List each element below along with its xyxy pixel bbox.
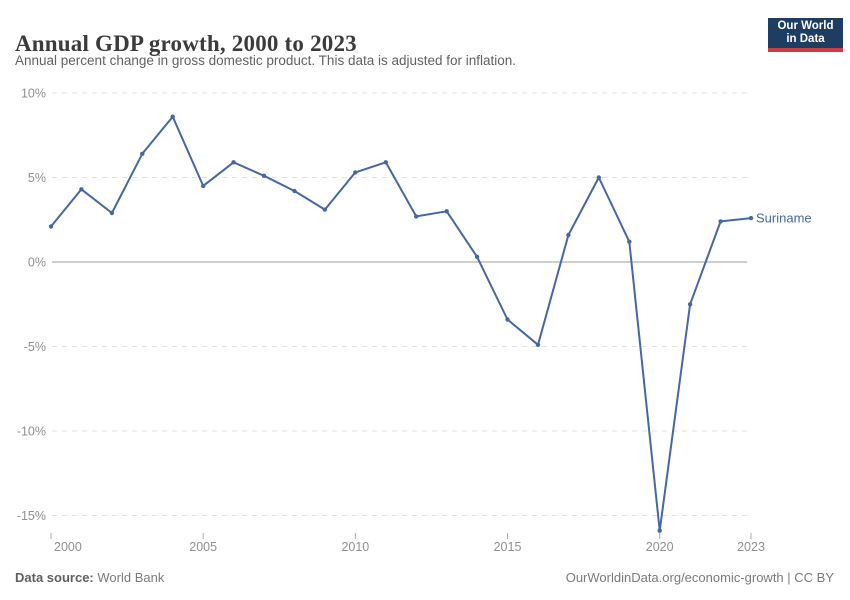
data-point[interactable] xyxy=(687,302,693,307)
y-tick-label: -15% xyxy=(17,509,46,523)
chart-subtitle: Annual percent change in gross domestic … xyxy=(15,53,517,68)
y-tick-label: 5% xyxy=(28,171,46,185)
x-tick-label: 2020 xyxy=(646,540,674,554)
data-point[interactable] xyxy=(353,170,358,175)
entity-label[interactable]: Suriname xyxy=(756,211,812,226)
data-point[interactable] xyxy=(444,209,449,214)
data-point[interactable] xyxy=(201,183,206,189)
x-tick-label: 2023 xyxy=(737,540,765,554)
data-point[interactable] xyxy=(566,232,571,238)
y-tick-label: -10% xyxy=(17,425,46,439)
data-point[interactable] xyxy=(535,342,541,347)
data-point[interactable] xyxy=(48,224,54,229)
data-line[interactable] xyxy=(50,115,752,532)
data-point[interactable] xyxy=(627,239,632,244)
data-point[interactable] xyxy=(718,219,723,224)
data-point[interactable] xyxy=(657,528,662,533)
data-point[interactable] xyxy=(170,114,175,119)
x-tick-label: 2005 xyxy=(189,540,217,554)
data-point[interactable] xyxy=(474,254,480,260)
owid-logo-line1: Our World xyxy=(777,20,834,32)
data-point[interactable] xyxy=(261,173,267,178)
data-point[interactable] xyxy=(322,207,328,212)
data-point[interactable] xyxy=(79,187,84,192)
data-point[interactable] xyxy=(292,188,297,194)
chart-footer: Data source: World Bank OurWorldinData.o… xyxy=(0,570,850,585)
owid-logo-line2: in Data xyxy=(786,33,825,45)
page-title: Annual GDP growth, 2000 to 2023 xyxy=(15,31,357,57)
x-tick-label: 2015 xyxy=(494,540,522,554)
x-tick-label: 2000 xyxy=(54,540,82,554)
y-tick-label: -5% xyxy=(24,340,46,354)
owid-logo[interactable]: Our World in Data xyxy=(768,18,843,52)
y-tick-label: 10% xyxy=(21,87,46,101)
data-point[interactable] xyxy=(748,215,754,221)
data-point[interactable] xyxy=(231,160,236,165)
credit-link[interactable]: OurWorldinData.org/economic-growth | CC … xyxy=(565,570,834,585)
data-point[interactable] xyxy=(596,175,601,180)
data-point[interactable] xyxy=(414,214,419,219)
data-point[interactable] xyxy=(505,317,510,322)
data-source-value: World Bank xyxy=(97,570,165,585)
x-tick-label: 2010 xyxy=(341,540,369,554)
data-point[interactable] xyxy=(383,160,388,165)
data-source-label: Data source: xyxy=(15,570,94,585)
data-point[interactable] xyxy=(109,210,115,216)
y-tick-label: 0% xyxy=(28,256,46,270)
data-source: Data source: World Bank xyxy=(15,570,164,585)
data-point[interactable] xyxy=(140,151,145,156)
